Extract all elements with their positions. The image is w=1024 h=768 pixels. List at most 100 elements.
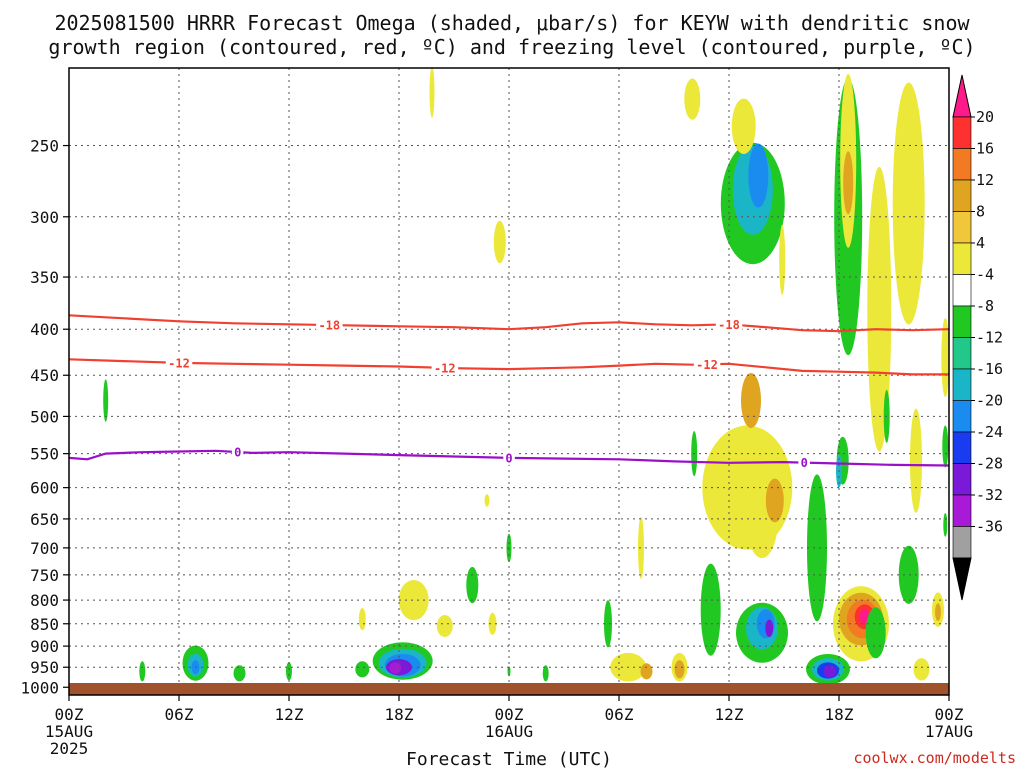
omega-cell-43 <box>731 98 756 154</box>
omega-cell-35 <box>765 478 784 523</box>
colorbar-segment-1 <box>952 116 972 149</box>
colorbar-label-8: -16 <box>976 360 1003 378</box>
y-tick-label-650: 650 <box>30 510 59 529</box>
x-tick-date-4: 16AUG <box>485 722 533 741</box>
omega-cell-44 <box>684 78 701 120</box>
omega-cell-68 <box>935 603 941 621</box>
y-tick-label-900: 900 <box>30 637 59 656</box>
colorbar: 20 16 12 8 4 -4 -8 -12 -16 -20 -24 -28 -32 -36 <box>952 74 1003 601</box>
colorbar-label-5: -4 <box>976 266 994 284</box>
contour-label-1-2: -12 <box>696 358 718 372</box>
omega-cell-30 <box>700 563 721 656</box>
omega-cell-46 <box>807 474 827 622</box>
colorbar-segment-5 <box>952 242 972 275</box>
omega-cell-26 <box>640 663 653 680</box>
omega-cell-50 <box>823 665 836 678</box>
y-tick-label-800: 800 <box>30 591 59 610</box>
contour-label-bg-1-0 <box>165 355 193 370</box>
colorbar-label-11: -28 <box>976 455 1003 473</box>
x-tick-label-3: 18Z <box>385 705 414 724</box>
omega-cell-22 <box>429 68 435 118</box>
colorbar-segment-3 <box>952 179 972 212</box>
colorbar-segment-7 <box>952 305 972 338</box>
temperature-contours: -18 -18 -12 -12 -12 0 0 0 <box>69 314 949 470</box>
colorbar-segment-13 <box>952 494 972 527</box>
colorbar-label-12: -32 <box>976 486 1003 504</box>
y-tick-label-350: 350 <box>30 268 59 287</box>
omega-cell-65 <box>898 545 919 604</box>
omega-shading <box>103 68 949 685</box>
x-tick-label-1: 06Z <box>165 705 194 724</box>
x-tick-label-7: 18Z <box>825 705 854 724</box>
y-tick-label-250: 250 <box>30 137 59 156</box>
omega-cell-66 <box>913 658 930 681</box>
omega-cell-69 <box>941 318 949 397</box>
colorbar-segment-4 <box>952 211 972 244</box>
omega-cell-71 <box>943 513 948 537</box>
omega-cell-62 <box>892 82 925 325</box>
contour-label-2-1: 0 <box>505 451 512 465</box>
omega-cell-5 <box>233 665 246 682</box>
x-tick-label-8: 00Z <box>935 705 964 724</box>
contour-label-0-0: -18 <box>318 319 340 333</box>
x-tick-label-6: 12Z <box>715 705 744 724</box>
chart-title-line1: 2025081500 HRRR Forecast Omega (shaded, … <box>54 11 970 35</box>
colorbar-label-2: 12 <box>976 171 994 189</box>
y-tick-label-300: 300 <box>30 208 59 227</box>
y-tick-label-750: 750 <box>30 566 59 585</box>
omega-cell-13 <box>358 608 366 631</box>
x-tick-label-0: 00Z <box>55 705 84 724</box>
contour-label-bg-0-1 <box>715 317 743 332</box>
omega-cell-29 <box>674 660 685 679</box>
contour-line-0 <box>69 314 949 333</box>
omega-cell-27 <box>638 516 644 579</box>
y-axis: 250 300 350 400 450 500 550 600 650 700 750 800 850 9… <box>20 137 69 697</box>
omega-cell-18 <box>488 612 497 635</box>
colorbar-segment-9 <box>952 368 972 401</box>
y-tick-label-500: 500 <box>30 407 59 426</box>
omega-cell-19 <box>507 666 511 677</box>
x-axis-label: Forecast Time (UTC) <box>406 749 612 768</box>
y-tick-label-550: 550 <box>30 445 59 464</box>
contour-label-bg-2-0 <box>231 445 244 460</box>
omega-cell-64 <box>865 607 886 659</box>
omega-cell-1 <box>139 661 146 682</box>
colorbar-label-7: -12 <box>976 329 1003 347</box>
chart-title-line2: growth region (contoured, red, ºC) and f… <box>48 35 975 59</box>
omega-cell-60 <box>843 151 854 215</box>
colorbar-label-3: 8 <box>976 203 985 221</box>
contour-label-2-2: 0 <box>801 456 808 470</box>
y-tick-label-850: 850 <box>30 615 59 634</box>
contour-label-bg-0-0 <box>316 318 343 332</box>
contour-label-0-1: -18 <box>718 318 740 332</box>
contour-label-bg-2-1 <box>503 450 515 465</box>
colorbar-label-4: 4 <box>976 234 985 252</box>
x-tick-label-5: 06Z <box>605 705 634 724</box>
contour-label-1-1: -12 <box>434 361 456 375</box>
contour-label-1-0: -12 <box>168 356 190 370</box>
omega-cell-14 <box>398 580 429 621</box>
omega-cell-21 <box>493 220 506 264</box>
omega-cell-7 <box>355 661 370 678</box>
omega-cell-33 <box>741 373 761 428</box>
colorbar-bottom-arrow <box>952 557 972 601</box>
colorbar-segment-12 <box>952 463 972 496</box>
x-tick-label-2: 12Z <box>275 705 304 724</box>
y-tick-label-700: 700 <box>30 539 59 558</box>
colorbar-label-1: 16 <box>976 140 994 158</box>
omega-cell-16 <box>466 566 479 604</box>
omega-cell-70 <box>942 425 949 468</box>
contour-line-1 <box>69 358 949 376</box>
y-tick-label-600: 600 <box>30 479 59 498</box>
plot-area: -18 -18 -12 -12 -12 0 0 0 <box>69 68 949 695</box>
omega-cell-23 <box>542 665 549 682</box>
x-tick-date-8: 17AUG <box>925 722 973 741</box>
ground-strip <box>69 683 949 695</box>
y-tick-label-450: 450 <box>30 366 59 385</box>
y-tick-label-950: 950 <box>30 658 59 677</box>
omega-cell-45 <box>779 224 786 296</box>
omega-cell-63 <box>910 408 922 513</box>
omega-cell-17 <box>484 494 490 507</box>
